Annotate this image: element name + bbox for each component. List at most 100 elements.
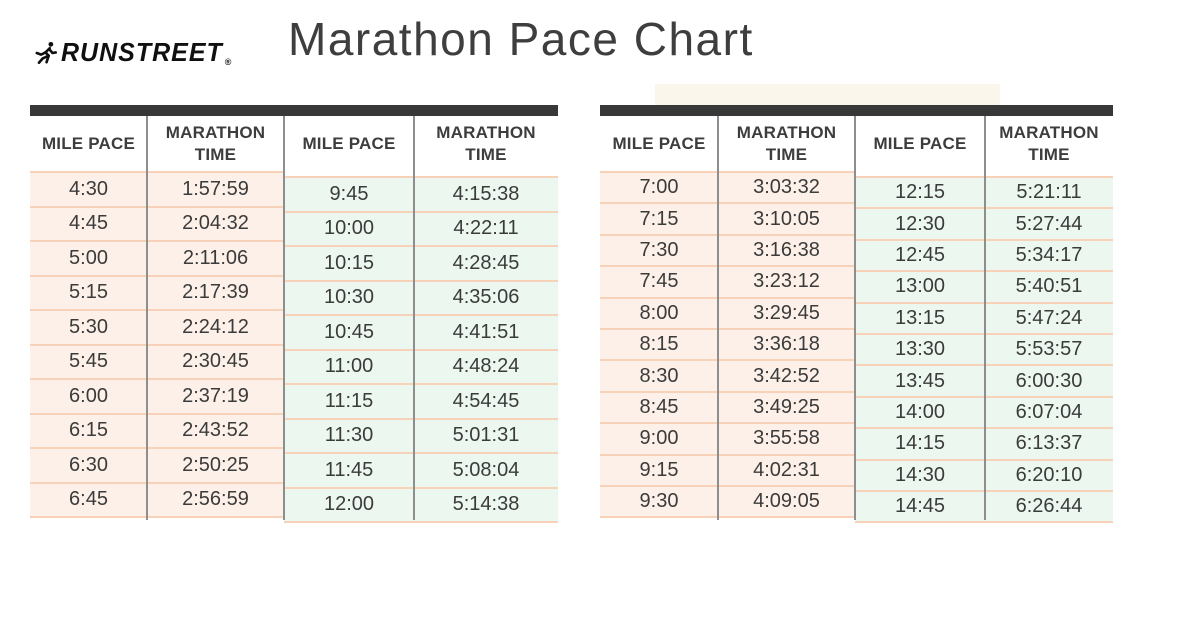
table-cell: 5:00 <box>30 240 147 275</box>
column-divider <box>413 116 415 520</box>
table-cell: 2:17:39 <box>147 274 284 309</box>
table-cell: 5:30 <box>30 309 147 344</box>
table-cell: 4:45 <box>30 205 147 240</box>
column-header-mile-pace: MILE PACE <box>302 133 396 153</box>
table-header-row: MILE PACE MARATHON TIME MILE PACE MARATH… <box>30 116 558 171</box>
table-cell: 11:30 <box>284 417 414 452</box>
table-cell: 5:15 <box>30 274 147 309</box>
page-title: Marathon Pace Chart <box>288 13 754 65</box>
table-cell: 7:45 <box>600 265 718 297</box>
table-cell: 12:00 <box>284 486 414 521</box>
table-cell: 3:55:58 <box>718 422 855 454</box>
table-cell: 9:30 <box>600 484 718 517</box>
table-cell: 6:07:04 <box>985 395 1113 428</box>
table-cell: 4:41:51 <box>414 314 558 349</box>
table-cell: 4:35:06 <box>414 279 558 314</box>
table-cell: 13:30 <box>855 332 985 365</box>
column-divider <box>854 116 856 520</box>
table-cell: 10:45 <box>284 314 414 349</box>
table-cell: 8:00 <box>600 296 718 328</box>
table-cell: 6:13:37 <box>985 427 1113 459</box>
table-cell: 5:34:17 <box>985 238 1113 271</box>
pace-table-left: MILE PACE MARATHON TIME MILE PACE MARATH… <box>30 105 558 523</box>
table-cell: 4:09:05 <box>718 484 855 517</box>
table-cell: 6:26:44 <box>985 489 1113 522</box>
column-header-mile-pace: MILE PACE <box>612 133 706 153</box>
table-body: 7:00 7:15 7:30 7:45 8:00 8:15 8:30 8:45 9:00 9:15… <box>600 171 1113 524</box>
table-cell: 8:45 <box>600 390 718 423</box>
table-cell: 2:24:12 <box>147 309 284 344</box>
table-cell: 11:00 <box>284 348 414 383</box>
table-cell: 8:15 <box>600 327 718 360</box>
table-cell: 9:00 <box>600 422 718 454</box>
table-cell: 2:56:59 <box>147 481 284 516</box>
decorative-cream-band <box>655 84 1000 106</box>
table-cell: 5:27:44 <box>985 207 1113 239</box>
table-cell: 3:49:25 <box>718 390 855 423</box>
table-cell: 11:15 <box>284 383 414 418</box>
table-cell: 2:50:25 <box>147 447 284 482</box>
table-cell: 2:04:32 <box>147 205 284 240</box>
column-header-marathon-time: MARATHON TIME <box>999 123 1099 164</box>
column-divider <box>283 116 285 520</box>
table-cell: 4:28:45 <box>414 245 558 280</box>
marathon-time-column: 3:03:32 3:10:05 3:16:38 3:23:12 3:29:45 3:36:… <box>718 171 855 519</box>
table-cell: 2:43:52 <box>147 412 284 447</box>
column-header-marathon-time: MARATHON TIME <box>736 123 837 164</box>
column-header-marathon-time: MARATHON TIME <box>165 123 266 164</box>
runstreet-logo: RUNSTREET ® <box>33 37 231 69</box>
table-cell: 6:15 <box>30 412 147 447</box>
table-cell: 4:15:38 <box>414 176 558 211</box>
table-cell: 12:30 <box>855 207 985 239</box>
table-cell: 8:30 <box>600 359 718 391</box>
marathon-time-column: 4:15:38 4:22:11 4:28:45 4:35:06 4:41:51 4:48:… <box>414 176 558 523</box>
table-cell: 6:30 <box>30 447 147 482</box>
table-cell: 10:30 <box>284 279 414 314</box>
table-cell: 9:15 <box>600 453 718 485</box>
table-header-row: MILE PACE MARATHON TIME MILE PACE MARATH… <box>600 116 1113 171</box>
column-header-mile-pace: MILE PACE <box>873 133 967 153</box>
table-cell: 6:45 <box>30 481 147 516</box>
table-cell: 7:15 <box>600 202 718 234</box>
column-divider <box>984 116 986 520</box>
registered-mark: ® <box>224 57 232 67</box>
marathon-time-column: 1:57:59 2:04:32 2:11:06 2:17:39 2:24:12 2:30:… <box>147 171 284 518</box>
table-cell: 9:45 <box>284 176 414 211</box>
table-top-border <box>600 105 1113 116</box>
table-cell: 2:30:45 <box>147 343 284 378</box>
column-divider <box>717 116 719 520</box>
table-cell: 12:15 <box>855 176 985 208</box>
table-cell: 4:54:45 <box>414 383 558 418</box>
table-cell: 14:45 <box>855 489 985 522</box>
table-cell: 3:29:45 <box>718 296 855 328</box>
table-cell: 14:00 <box>855 395 985 428</box>
mile-pace-column: 9:45 10:00 10:15 10:30 10:45 11:00 11:15 11:30 1… <box>284 176 414 523</box>
table-cell: 5:53:57 <box>985 332 1113 365</box>
table-cell: 3:42:52 <box>718 359 855 391</box>
table-cell: 6:00:30 <box>985 364 1113 396</box>
table-cell: 5:40:51 <box>985 270 1113 302</box>
table-cell: 2:37:19 <box>147 378 284 413</box>
table-cell: 5:21:11 <box>985 176 1113 208</box>
mile-pace-column: 12:15 12:30 12:45 13:00 13:15 13:30 13:45 14:00… <box>855 176 985 524</box>
table-cell: 13:00 <box>855 270 985 302</box>
pace-table-right: MILE PACE MARATHON TIME MILE PACE MARATH… <box>600 105 1113 524</box>
mile-pace-column: 7:00 7:15 7:30 7:45 8:00 8:15 8:30 8:45 9:00 9:15… <box>600 171 718 519</box>
table-cell: 4:22:11 <box>414 210 558 245</box>
table-cell: 1:57:59 <box>147 171 284 206</box>
runner-icon <box>35 41 58 65</box>
column-header-mile-pace: MILE PACE <box>41 133 136 153</box>
table-cell: 3:10:05 <box>718 202 855 234</box>
table-cell: 5:08:04 <box>414 452 558 487</box>
table-top-border <box>30 105 558 116</box>
table-cell: 5:01:31 <box>414 417 558 452</box>
column-header-marathon-time: MARATHON TIME <box>436 123 536 164</box>
table-cell: 13:15 <box>855 301 985 333</box>
column-divider <box>146 116 148 520</box>
table-cell: 12:45 <box>855 238 985 271</box>
table-cell: 6:20:10 <box>985 458 1113 490</box>
table-cell: 3:03:32 <box>718 171 855 203</box>
table-cell: 6:00 <box>30 378 147 413</box>
table-cell: 10:00 <box>284 210 414 245</box>
table-cell: 11:45 <box>284 452 414 487</box>
